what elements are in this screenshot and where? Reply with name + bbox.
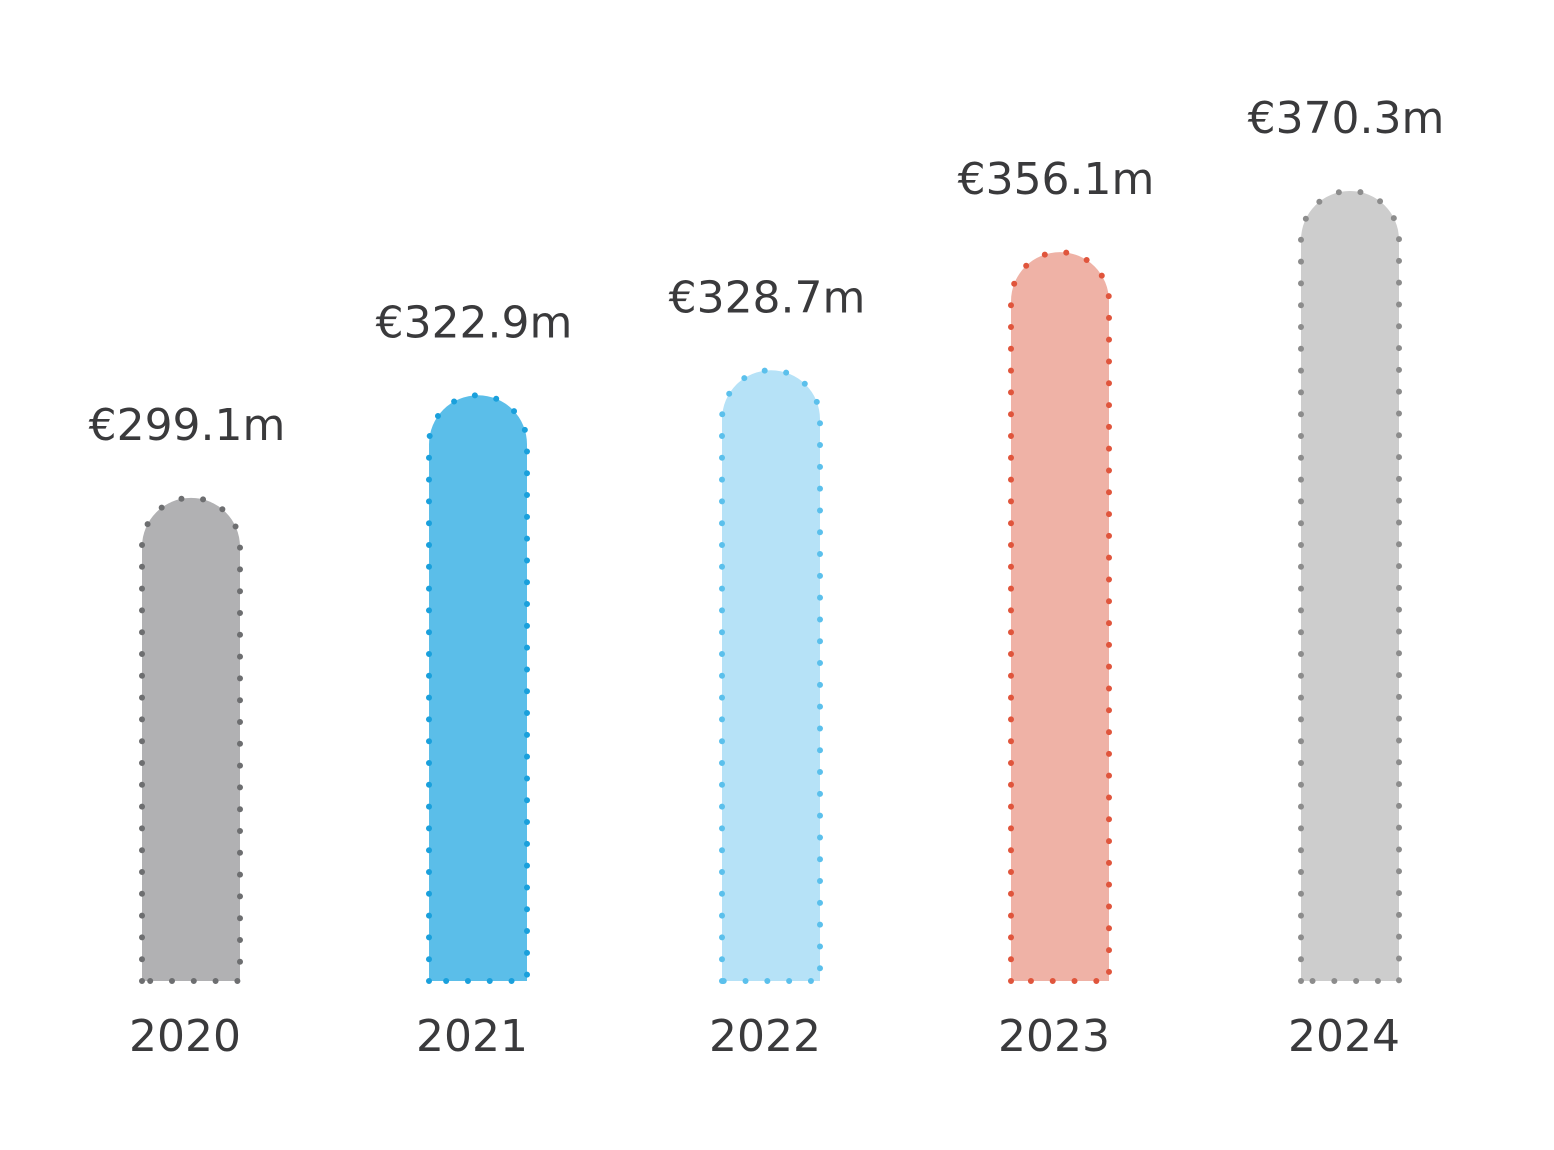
bar-group-2021: €322.9m 2021 — [376, 297, 573, 1062]
bar-2020 — [139, 494, 243, 984]
data-label-2024: €370.3m — [1248, 93, 1445, 144]
bar-2024 — [1298, 188, 1402, 984]
x-tick-label-2022: 2022 — [709, 1011, 821, 1062]
bar-2022 — [719, 367, 823, 984]
bar-2021 — [426, 392, 530, 984]
bar-group-2024: €370.3m 2024 — [1248, 93, 1445, 1062]
bar-group-2023: €356.1m 2023 — [958, 154, 1155, 1062]
x-tick-label-2020: 2020 — [129, 1011, 241, 1062]
data-label-2020: €299.1m — [89, 400, 286, 451]
bar-group-2020: €299.1m 2020 — [89, 400, 286, 1062]
bar-group-2022: €328.7m 2022 — [669, 272, 866, 1062]
x-tick-label-2021: 2021 — [416, 1011, 528, 1062]
x-tick-label-2023: 2023 — [998, 1011, 1110, 1062]
data-label-2023: €356.1m — [958, 154, 1155, 205]
data-label-2021: €322.9m — [376, 297, 573, 348]
x-tick-label-2024: 2024 — [1288, 1011, 1400, 1062]
data-label-2022: €328.7m — [669, 272, 866, 323]
bar-2023 — [1008, 249, 1112, 984]
